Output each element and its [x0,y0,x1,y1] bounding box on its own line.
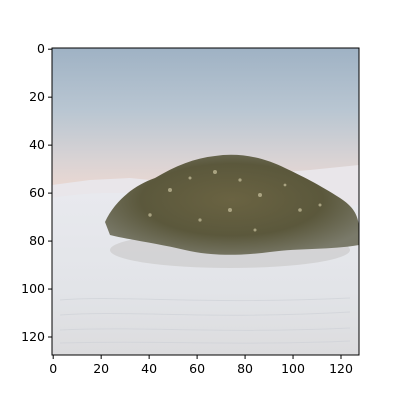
x-tick-label: 0 [49,361,57,376]
y-tick-label: 100 [21,281,45,296]
plot-frame [51,47,360,356]
y-tick-label: 20 [29,89,45,104]
x-tick-label: 120 [329,361,353,376]
y-tick-label: 120 [21,329,45,344]
y-tick-label: 60 [29,185,45,200]
y-tick-label: 0 [37,41,45,56]
x-tick-label: 20 [93,361,109,376]
photo [52,48,359,355]
x-tick-label: 100 [281,361,305,376]
x-tick-label: 80 [237,361,253,376]
y-axis: 0 20 40 60 80 100 120 [21,41,52,344]
shrub-speckles [148,170,322,232]
shrub [105,154,359,255]
x-tick-label: 40 [141,361,157,376]
y-tick-label: 40 [29,137,45,152]
y-tick-label: 80 [29,233,45,248]
x-tick-label: 60 [189,361,205,376]
x-axis: 0 20 40 60 80 100 120 [49,355,353,376]
sand-ripples [59,297,351,344]
